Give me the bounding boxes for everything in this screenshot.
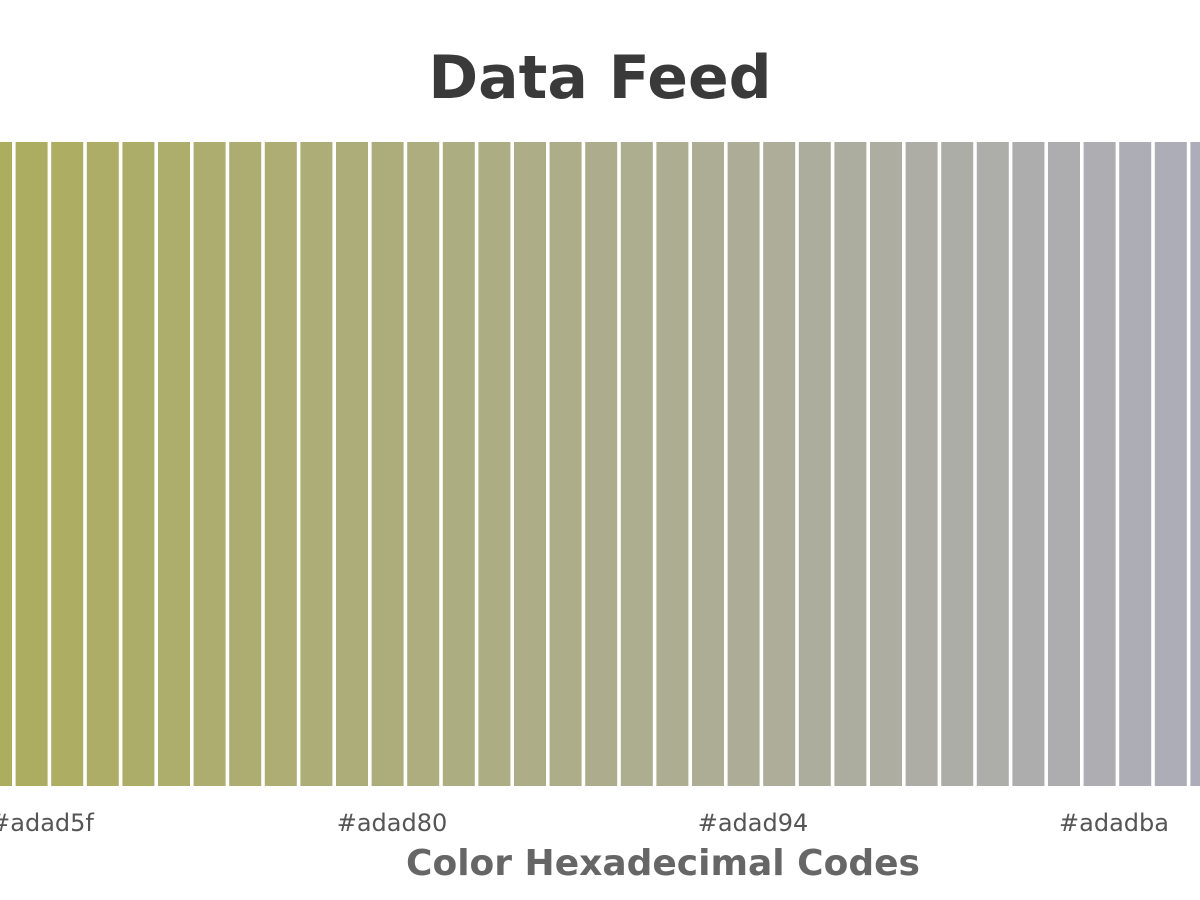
color-bar — [51, 142, 84, 786]
x-tick-label: #adad94 — [698, 809, 809, 837]
color-bar — [1119, 142, 1152, 786]
bars-group — [0, 142, 1200, 786]
color-bar — [158, 142, 190, 786]
color-bar — [798, 142, 831, 786]
color-bar — [549, 142, 582, 786]
x-tick-label: #adad80 — [337, 809, 448, 837]
color-bar — [656, 142, 689, 786]
color-bar — [1083, 142, 1116, 786]
color-bar — [976, 142, 1009, 786]
color-bar — [15, 142, 48, 786]
color-bar — [86, 142, 119, 786]
color-bar — [1048, 142, 1080, 786]
x-axis-label: Color Hexadecimal Codes — [406, 843, 920, 884]
color-bar — [193, 142, 226, 786]
color-bar — [300, 142, 333, 786]
color-bar — [336, 142, 368, 786]
x-tick-label: #adad5f — [0, 809, 94, 837]
chart-title: Data Feed — [428, 43, 772, 113]
color-bar — [442, 142, 475, 786]
color-bar — [229, 142, 262, 786]
color-bar — [122, 142, 155, 786]
color-bar — [1190, 142, 1200, 786]
color-bar — [692, 142, 724, 786]
color-bar — [1154, 142, 1187, 786]
color-bar — [407, 142, 440, 786]
color-bar — [763, 142, 796, 786]
color-bar — [264, 142, 297, 786]
color-bar — [620, 142, 653, 786]
color-bar — [371, 142, 404, 786]
color-bar — [727, 142, 760, 786]
color-bar — [0, 142, 12, 786]
tick-labels-group: #adad5f #adad80 #adad94 #adadba — [0, 809, 1169, 837]
x-tick-label: #adadba — [1059, 809, 1169, 837]
color-bar — [514, 142, 546, 786]
color-bar — [834, 142, 867, 786]
color-bar — [1012, 142, 1045, 786]
color-bar — [478, 142, 511, 786]
color-bar — [870, 142, 902, 786]
color-bar — [905, 142, 938, 786]
color-bar — [941, 142, 974, 786]
color-bar — [585, 142, 618, 786]
